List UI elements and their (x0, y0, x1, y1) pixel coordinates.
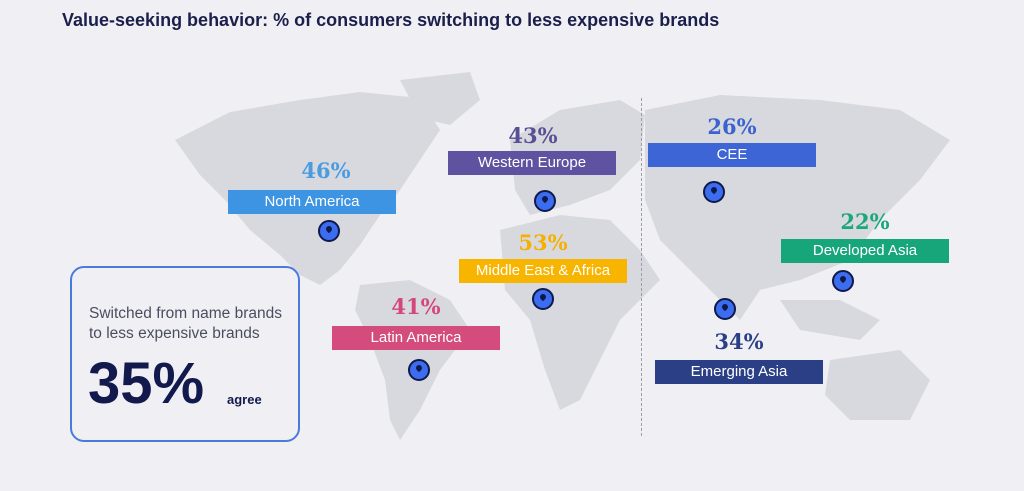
map-pin-icon[interactable] (714, 298, 736, 320)
landmass-greenland (400, 72, 480, 125)
summary-stat-card: Switched from name brands to less expens… (70, 266, 300, 442)
summary-unit: agree (227, 392, 262, 407)
landmass-north-america (175, 92, 440, 285)
map-pin-icon[interactable] (318, 220, 340, 242)
western-europe-percent: 43% (508, 123, 558, 148)
map-pin-icon[interactable] (408, 359, 430, 381)
north-america-percent: 46% (301, 158, 351, 183)
middle-east-africa-label: Middle East & Africa (459, 259, 627, 283)
developed-asia-label: Developed Asia (781, 239, 949, 263)
middle-east-africa-percent: 53% (518, 230, 568, 255)
north-america-label: North America (228, 190, 396, 214)
cee-percent: 26% (707, 114, 757, 139)
summary-value: 35% (88, 351, 205, 416)
summary-description: Switched from name brands to less expens… (89, 305, 282, 342)
page-title: Value-seeking behavior: % of consumers s… (62, 10, 720, 30)
landmass-southeast-asia (780, 300, 880, 340)
landmass-australia (825, 350, 930, 420)
cee-label: CEE (648, 143, 816, 167)
latin-america-label: Latin America (332, 326, 500, 350)
map-pin-icon[interactable] (703, 181, 725, 203)
map-pin-icon[interactable] (534, 190, 556, 212)
emerging-asia-label: Emerging Asia (655, 360, 823, 384)
region-divider (641, 98, 642, 436)
map-pin-icon[interactable] (532, 288, 554, 310)
western-europe-label: Western Europe (448, 151, 616, 175)
latin-america-percent: 41% (391, 294, 441, 319)
developed-asia-percent: 22% (840, 209, 890, 234)
emerging-asia-percent: 34% (714, 329, 764, 354)
map-pin-icon[interactable] (832, 270, 854, 292)
